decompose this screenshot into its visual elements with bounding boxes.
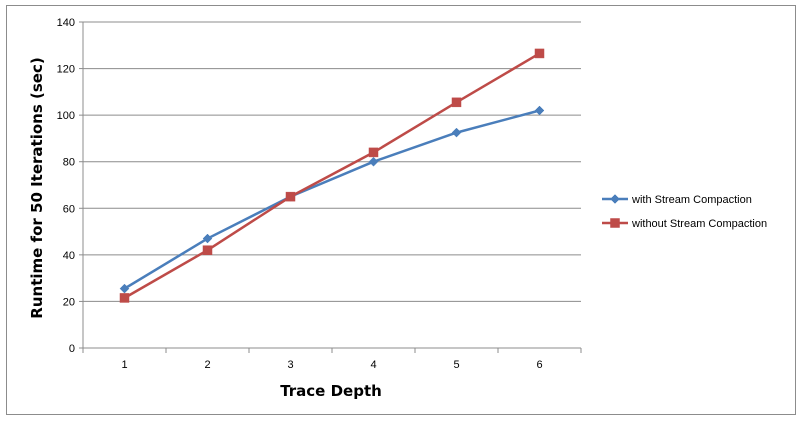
chart-frame	[6, 5, 796, 415]
data-point	[202, 245, 213, 255]
y-tick-label: 100	[57, 110, 75, 122]
x-tick-label: 3	[287, 359, 293, 371]
data-point	[534, 105, 545, 116]
data-point	[451, 127, 462, 138]
legend-entry: with Stream Compaction	[602, 194, 752, 206]
legend-marker	[610, 218, 620, 228]
x-tick-label: 5	[453, 359, 459, 371]
y-tick-labels: 0 20 40 60 80 100 120 140	[57, 17, 75, 355]
axes	[79, 21, 582, 353]
y-tick-label: 20	[63, 296, 75, 308]
x-axis-title: Trace Depth	[280, 382, 382, 400]
series	[119, 48, 545, 303]
y-tick-label: 40	[63, 250, 75, 262]
legend-label: with Stream Compaction	[631, 194, 752, 206]
legend: with Stream Compaction without Stream Com…	[602, 194, 767, 230]
x-tick-label: 2	[204, 359, 210, 371]
y-tick-label: 120	[57, 64, 75, 76]
data-point	[202, 233, 213, 244]
legend-marker	[610, 194, 620, 204]
series-line	[123, 52, 541, 300]
legend-label: without Stream Compaction	[631, 218, 767, 230]
y-tick-label: 140	[57, 17, 75, 29]
y-tick-label: 0	[69, 343, 75, 355]
y-tick-label: 80	[63, 157, 75, 169]
legend-entry: without Stream Compaction	[602, 218, 767, 230]
x-tick-labels: 1 2 3 4 5 6	[121, 359, 542, 371]
data-point	[534, 48, 545, 59]
y-axis-title: Runtime for 50 Iterations (sec)	[28, 57, 46, 318]
x-tick-label: 6	[536, 359, 542, 371]
x-tick-label: 4	[370, 359, 376, 371]
data-point	[451, 97, 462, 108]
data-point	[119, 283, 130, 294]
data-point	[368, 156, 379, 167]
series-without-compaction	[119, 48, 545, 303]
series-with-compaction	[119, 105, 545, 294]
gridlines	[83, 21, 581, 302]
series-line	[123, 109, 540, 290]
y-tick-label: 60	[63, 203, 75, 215]
data-point	[285, 191, 296, 202]
data-point	[368, 147, 379, 158]
x-tick-label: 1	[121, 359, 127, 371]
data-point	[119, 293, 130, 303]
